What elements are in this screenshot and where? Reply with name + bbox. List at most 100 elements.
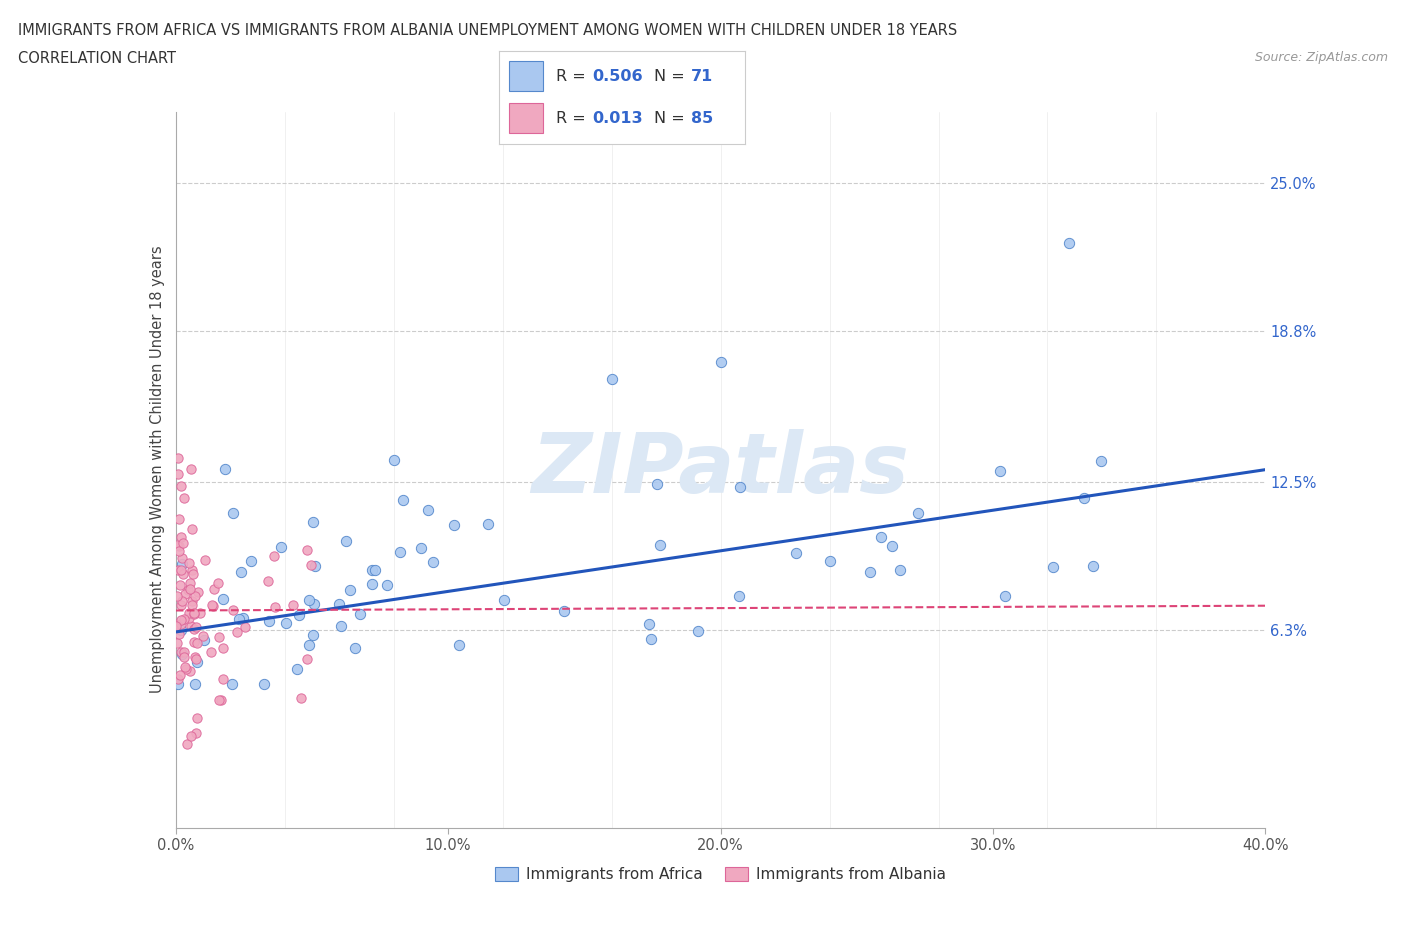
Point: [186, 655, 208, 670]
Point: [187, 584, 209, 599]
Point: [183, 622, 205, 637]
Point: [165, 618, 187, 633]
Point: [302, 596, 325, 611]
Point: [165, 617, 187, 631]
Point: [222, 603, 245, 618]
Point: [202, 581, 225, 596]
Point: [335, 533, 357, 548]
Point: [443, 517, 465, 532]
Point: [174, 587, 197, 602]
Point: [167, 512, 190, 527]
Bar: [509, 103, 543, 133]
Point: [870, 529, 893, 544]
Point: [173, 644, 195, 659]
Point: [256, 574, 278, 589]
Point: [650, 538, 672, 552]
Point: [710, 355, 733, 370]
Legend: Immigrants from Africa, Immigrants from Albania: Immigrants from Africa, Immigrants from …: [489, 861, 952, 888]
Point: [253, 677, 276, 692]
Point: [167, 467, 190, 482]
Point: [1057, 235, 1080, 250]
Text: N =: N =: [654, 111, 690, 126]
Point: [377, 578, 399, 592]
Point: [221, 506, 243, 521]
Point: [169, 578, 191, 592]
Point: [194, 552, 217, 567]
Point: [449, 637, 471, 652]
Point: [176, 737, 198, 751]
Point: [344, 640, 367, 655]
Text: 85: 85: [692, 111, 713, 126]
Point: [304, 558, 326, 573]
Point: [1081, 559, 1104, 574]
Point: [180, 618, 202, 633]
Point: [169, 538, 191, 553]
Text: 71: 71: [692, 69, 713, 84]
Point: [184, 677, 207, 692]
Point: [170, 562, 193, 577]
Y-axis label: Unemployment Among Women with Children Under 18 years: Unemployment Among Women with Children U…: [149, 246, 165, 694]
Point: [170, 551, 193, 565]
Bar: [509, 61, 543, 91]
Point: [1073, 491, 1095, 506]
Point: [170, 613, 193, 628]
Point: [179, 576, 201, 591]
Point: [170, 598, 193, 613]
Point: [179, 581, 201, 596]
Point: [221, 677, 243, 692]
Point: [208, 630, 231, 644]
Point: [889, 562, 911, 577]
Point: [179, 663, 201, 678]
Point: [422, 554, 444, 569]
Point: [179, 555, 201, 570]
Point: [170, 593, 193, 608]
Point: [214, 462, 236, 477]
Point: [645, 476, 668, 491]
Point: [170, 644, 193, 659]
Point: [299, 557, 322, 572]
Point: [172, 566, 194, 581]
Text: IMMIGRANTS FROM AFRICA VS IMMIGRANTS FROM ALBANIA UNEMPLOYMENT AMONG WOMEN WITH : IMMIGRANTS FROM AFRICA VS IMMIGRANTS FRO…: [18, 23, 957, 38]
Point: [173, 491, 195, 506]
Point: [349, 606, 371, 621]
Point: [173, 611, 195, 626]
Point: [329, 618, 352, 633]
Point: [297, 651, 319, 666]
Point: [988, 463, 1011, 478]
Point: [232, 611, 254, 626]
Point: [229, 565, 252, 579]
Text: CORRELATION CHART: CORRELATION CHART: [18, 51, 176, 66]
Point: [640, 631, 662, 646]
Point: [494, 592, 516, 607]
Point: [186, 725, 208, 740]
Text: 0.013: 0.013: [593, 111, 644, 126]
Point: [193, 632, 215, 647]
Point: [212, 671, 235, 686]
Point: [170, 646, 193, 661]
Point: [361, 563, 384, 578]
Point: [167, 671, 190, 686]
Point: [1090, 454, 1112, 469]
Point: [183, 566, 205, 581]
Point: [209, 693, 232, 708]
Point: [298, 592, 321, 607]
Point: [301, 514, 323, 529]
Point: [257, 614, 280, 629]
Point: [392, 492, 415, 507]
Point: [388, 545, 411, 560]
Point: [170, 622, 193, 637]
Point: [166, 538, 188, 552]
Point: [212, 591, 235, 606]
Text: R =: R =: [555, 69, 591, 84]
Point: [880, 538, 903, 553]
Point: [270, 539, 292, 554]
Point: [173, 659, 195, 674]
Point: [172, 556, 194, 571]
Point: [183, 634, 205, 649]
Point: [167, 544, 190, 559]
Point: [170, 617, 193, 631]
Point: [169, 667, 191, 682]
Point: [173, 649, 195, 664]
Point: [180, 593, 202, 608]
Point: [174, 662, 197, 677]
